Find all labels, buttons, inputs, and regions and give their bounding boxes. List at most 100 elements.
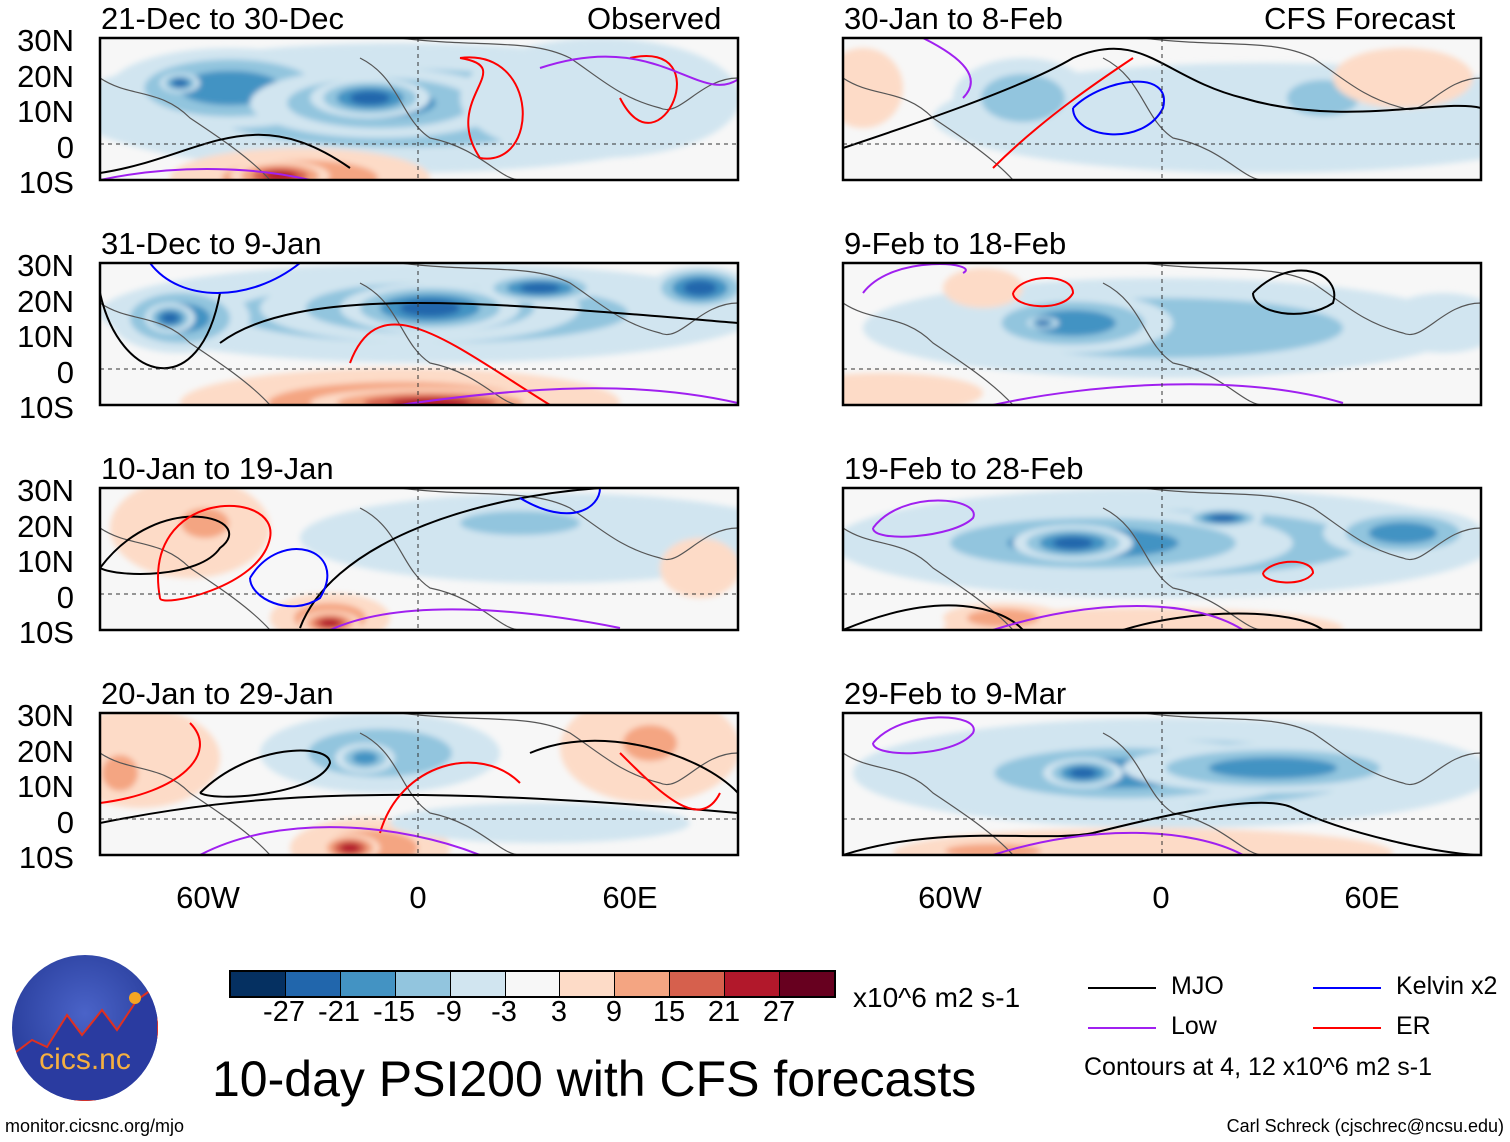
contour-line [992,831,1244,855]
logo-mountains-icon [12,983,158,1101]
lat-label: 10S [18,165,74,200]
contour-line [619,55,678,124]
coastline [1142,488,1481,561]
coastline [1102,282,1264,405]
lat-label: 10S [18,840,74,875]
colorbar-tick-label: 21 [707,996,741,1028]
source-url[interactable]: monitor.cicsnc.org/mjo [5,1116,185,1136]
contour-line [100,133,351,174]
colorbar [229,970,836,998]
positive-anomaly [945,843,1041,855]
observed-label: Observed [587,1,722,36]
colorbar-tick-label: -21 [318,996,360,1028]
contour-line [1012,277,1075,308]
negative-anomaly [460,511,580,535]
colorbar-tick-label: -27 [263,996,305,1028]
contour-line [249,548,329,608]
colorbar-swatch [724,972,780,996]
coastline [1142,263,1481,336]
contour-line [1122,612,1324,630]
legend-line-swatch [1313,987,1381,989]
map-panel [98,261,740,407]
lat-label: 10N [17,544,74,579]
contour-line [219,302,738,344]
negative-anomaly [683,280,717,296]
lat-label: 20N [17,58,74,94]
contour-line [1072,80,1165,136]
contour-line [862,263,967,294]
colorbar-swatch [231,972,285,996]
positive-anomaly [967,609,1039,627]
coastline [359,57,521,180]
contour-line [992,605,1244,630]
lat-label: 30N [17,698,74,733]
contour-line [157,504,272,602]
negative-anomaly [350,91,390,105]
contour-line [1262,560,1315,584]
positive-anomaly [660,538,738,598]
positive-anomaly [102,755,138,791]
credit: Carl Schreck (cjschrec@ncsu.edu) [1226,1116,1504,1136]
map-panel [98,486,740,632]
contour-note: Contours at 4, 12 x10^6 m2 s-1 [1084,1053,1433,1081]
negative-anomaly [352,751,378,765]
colorbar-swatch [669,972,725,996]
contour-line [100,168,311,180]
logo-text: cics.nc [39,1043,131,1076]
coastline [1142,713,1481,786]
lat-label: 30N [17,248,74,283]
contour-line [399,387,738,405]
contour-line [100,793,738,824]
lat-label: 20N [17,508,74,544]
contour-line [100,292,221,370]
negative-anomaly [161,313,179,323]
positive-anomaly [320,619,340,627]
lat-label: 0 [56,129,74,165]
negative-anomaly [520,283,560,293]
colorbar-swatch [394,972,450,996]
coastline [1102,507,1264,630]
contour-line [529,739,738,794]
lat-label: 0 [56,579,74,615]
positive-anomaly [843,48,903,128]
coastline [843,302,1014,405]
contour-line [843,801,1481,855]
lon-label: 60W [918,880,982,915]
panel-title: 9-Feb to 18-Feb [844,226,1067,261]
coastline [1102,57,1264,180]
lon-label: 60W [176,880,240,915]
panel-title: 30-Jan to 8-Feb [844,1,1063,36]
legend-label: Low [1171,1012,1217,1040]
contour-line [299,488,601,629]
panel-title: 20-Jan to 29-Jan [101,676,334,711]
contour-line [349,323,551,405]
contour-line [100,515,230,575]
coastline [100,302,271,405]
lat-label: 20N [17,733,74,769]
positive-anomaly [1333,48,1473,108]
coastline [1102,732,1264,855]
positive-anomaly [843,373,983,405]
lat-label: 30N [17,473,74,508]
coastline [399,713,738,786]
units-label: x10^6 m2 s-1 [853,982,1021,1013]
coastline [399,38,738,111]
colorbar-tick-label: 15 [652,996,686,1028]
contour-line [539,55,738,86]
panel-title: 31-Dec to 9-Jan [101,226,322,261]
colorbar-tick-label: 9 [605,996,623,1028]
lat-label: 10N [17,769,74,804]
contour-line [459,56,524,160]
negative-anomaly [390,803,690,843]
cics-logo: cics.nc [12,955,158,1101]
colorbar-swatch [449,972,505,996]
legend-label: ER [1396,1012,1431,1040]
colorbar-swatch [559,972,615,996]
lat-label: 10S [18,615,74,650]
map-panel [98,711,740,857]
colorbar-tick-label: 27 [762,996,796,1028]
map-panel [841,36,1483,182]
colorbar-tick-label: -3 [491,996,517,1028]
contour-line [100,722,201,804]
lon-label: 60E [1344,880,1400,915]
